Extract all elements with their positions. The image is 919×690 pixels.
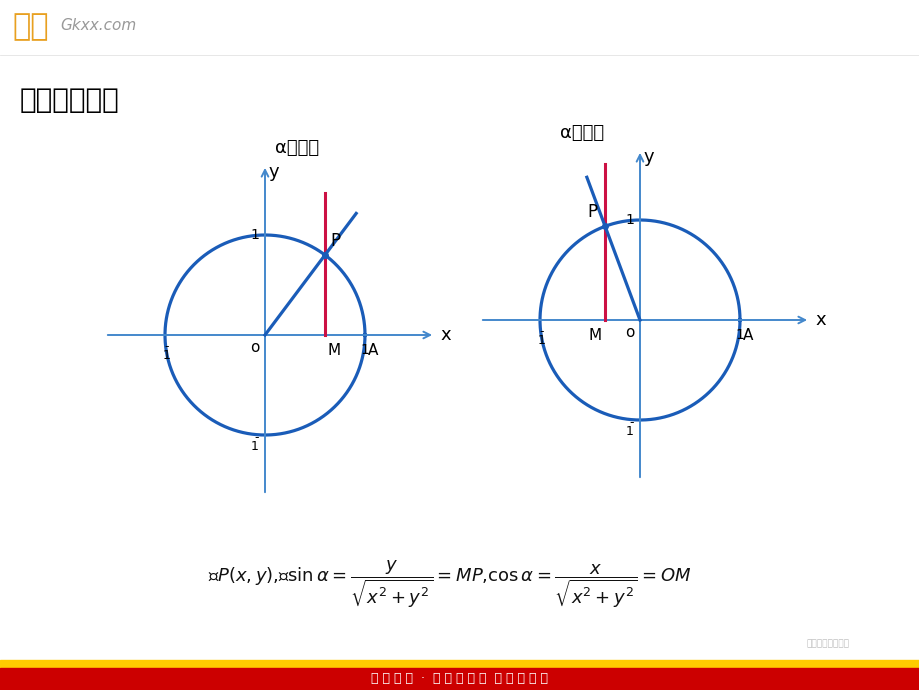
Text: 1: 1 <box>360 343 369 357</box>
Text: 1: 1 <box>735 328 743 342</box>
Text: -: - <box>165 340 169 353</box>
Text: 1: 1 <box>626 425 633 438</box>
Text: 1: 1 <box>251 440 259 453</box>
Text: 设$P(x,y)$,则$\sin\alpha = \dfrac{y}{\sqrt{x^2+y^2}} = MP$,$\cos\alpha = \dfrac{x}: 设$P(x,y)$,则$\sin\alpha = \dfrac{y}{\sqrt… <box>208 559 691 611</box>
Text: x: x <box>814 311 824 329</box>
Text: 1: 1 <box>163 349 171 362</box>
Text: -: - <box>629 416 633 429</box>
Text: 我们青青情道知识: 我们青青情道知识 <box>806 639 849 648</box>
Text: A: A <box>743 328 753 343</box>
Text: 一、复习引入: 一、复习引入 <box>20 86 119 114</box>
Text: x: x <box>439 326 450 344</box>
Text: o: o <box>250 340 260 355</box>
Bar <box>0 668 919 690</box>
Text: α的终边: α的终边 <box>275 139 319 157</box>
Text: 1: 1 <box>250 228 259 242</box>
Text: y: y <box>268 163 279 181</box>
Text: M: M <box>328 343 341 358</box>
Text: -: - <box>255 431 259 444</box>
Text: -: - <box>539 325 544 338</box>
Text: 高考: 高考 <box>12 12 49 41</box>
Text: 时 思 科 技  ·  天 天 学 习 ；  时 刻 思 考 ！: 时 思 科 技 · 天 天 学 习 ； 时 刻 思 考 ！ <box>371 673 548 685</box>
Bar <box>0 660 919 690</box>
Text: α的终边: α的终边 <box>560 124 604 142</box>
Text: P: P <box>586 203 596 221</box>
Text: A: A <box>368 343 378 358</box>
Text: y: y <box>643 148 654 166</box>
Text: M: M <box>588 328 601 343</box>
Text: Gkxx.com: Gkxx.com <box>60 18 136 33</box>
Text: 1: 1 <box>538 334 545 347</box>
Text: P: P <box>330 232 340 250</box>
Text: o: o <box>625 325 634 340</box>
Text: 1: 1 <box>624 213 633 227</box>
